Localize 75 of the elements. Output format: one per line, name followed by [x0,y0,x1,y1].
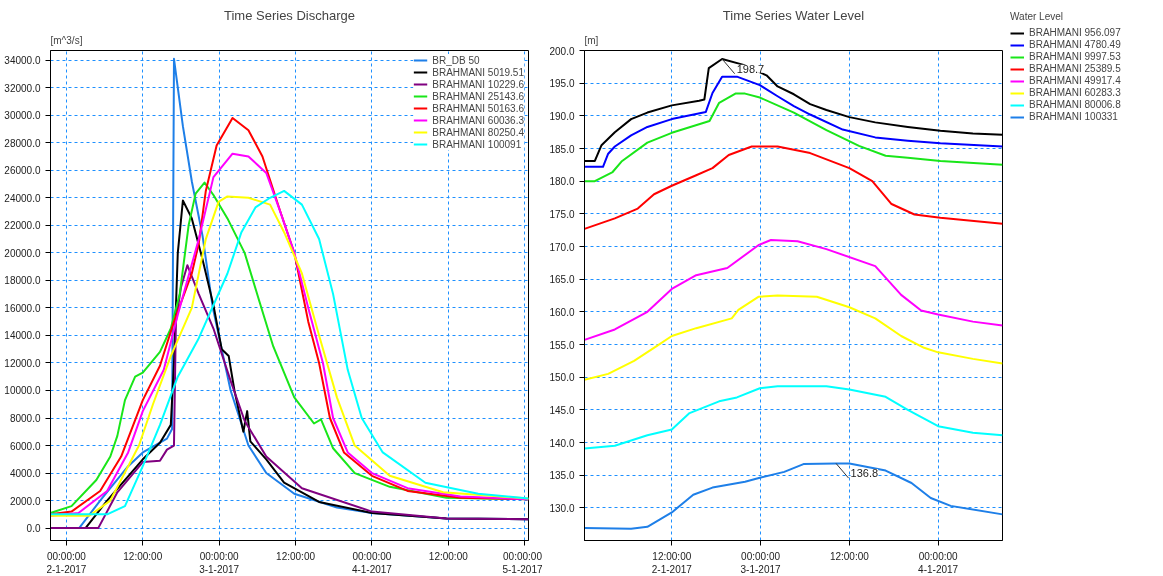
chart-title: Time Series Water Level [722,7,865,23]
x-tick-label: 00:00:00 4-1-2017 [351,550,393,575]
y-tick-label: 145.0 [549,404,575,416]
legend-label: BRAHMANI 9997.53 [1029,50,1121,63]
line-series [584,462,1003,530]
y-tick-label: 26000.0 [4,165,41,177]
y-tick-label: 32000.0 [4,82,41,94]
legend-label: BRAHMANI 80250.4 [432,126,524,138]
y-tick-label: 24000.0 [4,192,41,204]
legend-label: BRAHMANI 80006.8 [1029,98,1121,111]
line-series [584,75,1003,168]
y-tick-label: 20000.0 [4,247,41,259]
y-tick-label: 14000.0 [4,330,41,342]
legend-label: BRAHMANI 49917.4 [1029,74,1121,87]
y-tick-label: 155.0 [549,339,575,351]
y-tick-label: 165.0 [549,274,575,286]
y-tick-label: 10000.0 [4,385,41,397]
y-tick-label: 130.0 [549,502,575,514]
y-tick-label: 4000.0 [9,468,41,480]
y-tick-label: 170.0 [549,241,575,253]
line-series [50,264,529,530]
y-tick-label: 175.0 [549,208,575,220]
y-tick-label: 18000.0 [4,275,41,287]
x-tick-label: 12:00:00 [428,550,469,562]
line-series [584,238,1003,341]
y-tick-label: 6000.0 [9,440,41,452]
y-tick-label: 140.0 [549,437,575,449]
y-tick-label: 190.0 [549,110,575,122]
y-tick-label: 180.0 [549,176,575,188]
x-tick-label: 12:00:00 [123,550,163,562]
y-axis-title: [m] [584,34,599,46]
legend-label: BRAHMANI 25143.6 [432,90,524,102]
y-tick-label: 195.0 [549,78,575,90]
legend-label: BRAHMANI 60283.3 [1029,86,1121,99]
legend-label: BRAHMANI 4780.49 [1029,38,1121,51]
legend-label: BRAHMANI 956.097 [1029,26,1121,39]
line-series [584,385,1003,450]
y-tick-label: 28000.0 [4,137,41,149]
y-tick-label: 0.0 [26,523,41,535]
x-tick-label: 00:00:00 2-1-2017 [46,550,87,575]
legend-label: BRAHMANI 100091 [432,138,522,150]
x-tick-label: 00:00:00 4-1-2017 [918,550,959,575]
y-tick-label: 34000.0 [4,55,41,67]
x-tick-label: 00:00:00 3-1-2017 [199,550,240,575]
legend-label: BRAHMANI 100331 [1029,110,1118,123]
y-tick-label: 185.0 [549,143,575,155]
y-tick-label: 150.0 [549,372,575,384]
line-series [584,294,1003,381]
annotation: 198.7 [736,62,765,75]
x-tick-label: 00:00:00 5-1-2017 [502,550,543,575]
legend-label: BRAHMANI 50163.6 [432,102,524,114]
y-tick-label: 30000.0 [4,110,41,122]
x-tick-label: 12:00:00 [829,550,870,562]
legend-label: BR_DB 50 [432,54,480,66]
y-axis-title: [m^3/s] [50,34,83,46]
y-tick-label: 200.0 [549,45,575,57]
chart-title: Time Series Discharge [224,7,356,23]
annotation: 136.8 [850,467,879,480]
x-tick-label: 00:00:00 3-1-2017 [740,550,782,575]
x-tick-label: 12:00:00 [276,550,316,562]
y-tick-label: 12000.0 [4,357,41,369]
y-tick-label: 8000.0 [9,413,41,424]
line-series [584,92,1003,183]
legend-label: BRAHMANI 25389.5 [1029,62,1121,75]
y-tick-label: 160.0 [549,306,575,318]
legend-label: BRAHMANI 5019.51 [432,66,524,78]
y-tick-label: 16000.0 [4,302,41,314]
y-tick-label: 135.0 [549,470,575,482]
line-series [584,145,1003,230]
x-tick-label: 12:00:00 2-1-2017 [651,550,693,575]
legend-title: Water Level [1010,10,1064,22]
legend-label: BRAHMANI 60036.3 [432,114,524,126]
y-tick-label: 22000.0 [4,220,41,232]
legend-label: BRAHMANI 10229.6 [432,78,524,90]
y-tick-label: 2000.0 [9,495,41,507]
